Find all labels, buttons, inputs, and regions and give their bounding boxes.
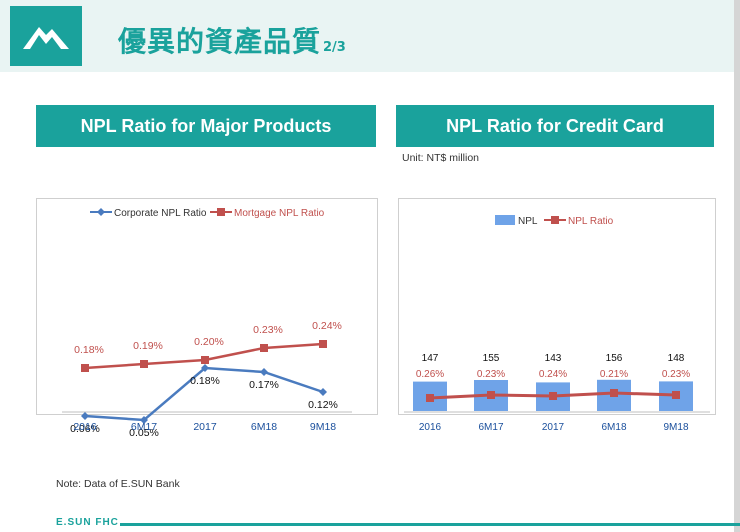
footer-brand: E.SUN FHC [56,517,119,528]
mortgage-npl-point [319,340,327,348]
page-indicator: 2/3 [323,40,346,55]
corporate-npl-data-label: 0.05% [129,427,159,439]
legend-npl-label: NPL [518,216,538,227]
npl-ratio-point [549,392,557,400]
corporate-npl-point [260,368,268,376]
page-title: 優異的資產品質 2/3 [118,20,346,60]
npl-ratio-data-label: 0.21% [600,369,628,380]
corporate-npl-data-label: 0.17% [249,379,279,391]
page-title-text: 優異的資產品質 [118,25,322,58]
npl-bar-value-label: 143 [545,353,562,364]
npl-ratio-point [672,391,680,399]
mortgage-npl-data-label: 0.23% [253,324,283,336]
mortgage-npl-point [260,344,268,352]
npl-ratio-point [610,389,618,397]
corporate-npl-point [140,416,148,424]
left-chart-banner: NPL Ratio for Major Products [36,105,376,147]
unit-label: Unit: NT$ million [402,152,480,164]
left-chart-panel [36,198,378,415]
left-x-tick-label: 6M18 [251,421,277,433]
legend-corporate-label: Corporate NPL Ratio [114,208,207,219]
mortgage-npl-point [201,356,209,364]
right-x-tick-label: 2017 [542,422,565,433]
npl-bar-value-label: 147 [422,353,439,364]
legend-mortgage-marker [217,208,225,216]
header-bar: 優異的資產品質 2/3 [0,0,740,72]
right-chart-banner: NPL Ratio for Credit Card [396,105,714,147]
left-x-tick-label: 2016 [73,421,97,433]
left-x-ticks: 2016 6M17 2017 6M18 9M18 [73,421,336,433]
mortgage-npl-data-label: 0.18% [74,344,104,356]
right-x-tick-label: 6M18 [601,422,626,433]
footer-line [120,523,740,526]
legend-mortgage-label: Mortgage NPL Ratio [234,208,325,219]
corporate-npl-point [81,412,89,420]
npl-bar-value-label: 148 [668,353,685,364]
corporate-npl-data-label: 0.18% [190,375,220,387]
right-x-tick-label: 6M17 [478,422,503,433]
corporate-npl-data-label: 0.06% [70,423,100,435]
legend-corporate-marker [97,208,105,216]
legend-npl-marker [495,215,515,225]
npl-ratio-point [426,394,434,402]
logo [10,6,82,66]
legend-npl-ratio-label: NPL Ratio [568,216,614,227]
charts-svg: Corporate NPL Ratio Mortgage NPL Ratio 0… [62,208,710,439]
npl-ratio-point [487,391,495,399]
npl-ratio-data-label: 0.23% [662,369,690,380]
corporate-npl-point [319,388,327,396]
right-chart-panel [398,198,716,415]
right-edge-shadow [734,0,740,532]
footnote: Note: Data of E.SUN Bank [56,478,180,490]
corporate-npl-point [201,364,209,372]
mountain-logo-icon [23,27,69,49]
npl-bar-value-label: 155 [483,353,500,364]
mortgage-npl-data-label: 0.19% [133,340,163,352]
left-x-tick-label: 6M17 [131,421,157,433]
left-x-tick-label: 9M18 [310,421,336,433]
npl-ratio-data-label: 0.24% [539,369,567,380]
mortgage-npl-point [140,360,148,368]
npl-bar-value-label: 156 [606,353,623,364]
mortgage-npl-data-label: 0.20% [194,336,224,348]
legend-npl-ratio-marker [551,216,559,224]
mortgage-npl-point [81,364,89,372]
npl-ratio-data-label: 0.26% [416,369,444,380]
right-series-group: 147 155 143 156 148 0.26% 0.23% 0.24% 0.21% 0.23% [413,353,693,411]
left-x-tick-label: 2017 [193,421,217,433]
npl-ratio-data-label: 0.23% [477,369,505,380]
mortgage-npl-data-label: 0.24% [312,320,342,332]
right-x-tick-label: 2016 [419,422,442,433]
right-x-ticks: 2016 6M17 2017 6M18 9M18 [419,422,689,433]
left-series-group: 0.06% 0.05% 0.18% 0.17% 0.12% 0.18% 0.19% 0.20%… [70,320,342,439]
right-legend: NPL NPL Ratio [495,215,614,227]
right-x-tick-label: 9M18 [663,422,688,433]
corporate-npl-data-label: 0.12% [308,399,338,411]
left-legend: Corporate NPL Ratio Mortgage NPL Ratio [90,208,325,219]
